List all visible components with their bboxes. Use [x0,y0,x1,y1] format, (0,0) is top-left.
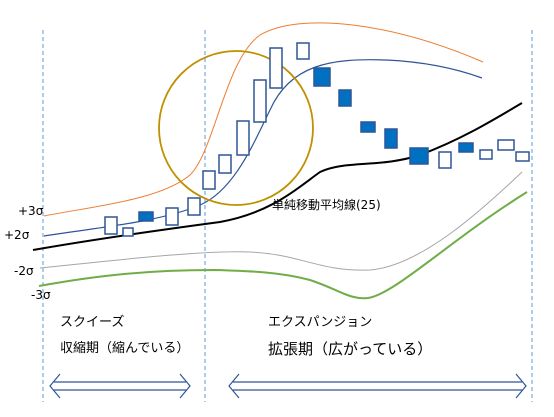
sigma-minus2-label: -2σ [14,264,34,278]
band-minus3-line [38,191,528,300]
candle [122,227,134,237]
expansion-subtitle: 拡張期（広がっている） [268,340,432,358]
moving-average-label: 単純移動平均線(25) [272,197,381,212]
hollow-candles [104,42,530,237]
sigma-minus3-label: -3σ [31,288,51,302]
candle [138,211,154,222]
candle [104,216,118,235]
candle [202,170,216,190]
candle [497,139,515,151]
sigma-plus2-label: +2σ [4,228,30,242]
expansion-range-arrow [228,373,527,399]
expansion-title: エクスパンジョン [268,315,372,330]
candle [165,207,179,226]
candle [438,151,452,169]
squeeze-range-arrow [49,373,191,399]
squeeze-subtitle: 収縮期（縮んでいる） [60,340,189,356]
candle [218,154,232,174]
candle [458,142,474,153]
candle [313,67,331,87]
candle [384,128,398,149]
sigma-plus3-label: +3σ [18,204,44,218]
candle [479,149,493,160]
band-plus3-line [43,22,484,217]
candle [409,147,429,165]
candle [269,47,283,89]
candle [253,79,267,123]
squeeze-breakout-circle [158,50,314,206]
squeeze-title: スクイーズ [60,314,124,330]
candle [360,121,376,133]
candle [296,42,310,60]
candle [187,197,201,216]
candle [338,89,352,107]
candle [515,151,530,162]
candle [236,120,250,156]
moving-average-line [32,102,523,251]
filled-candles [138,67,474,222]
band-minus2-line [39,171,523,271]
